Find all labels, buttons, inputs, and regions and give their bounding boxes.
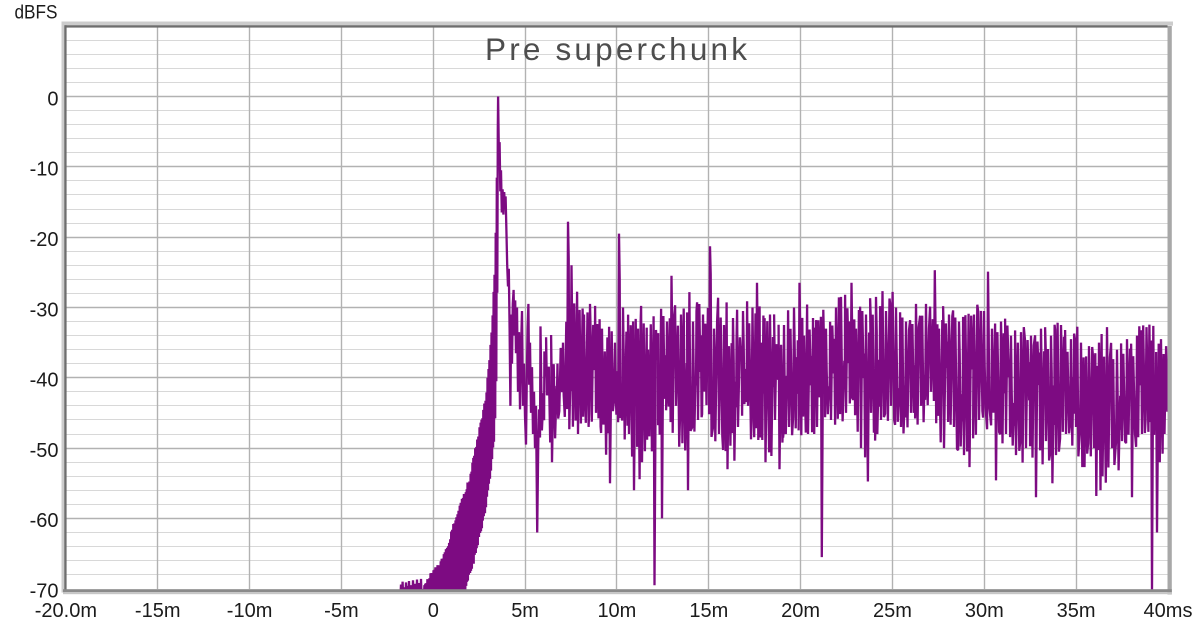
svg-text:10m: 10m xyxy=(597,600,636,622)
svg-text:-5m: -5m xyxy=(324,600,358,622)
svg-text:0: 0 xyxy=(47,88,58,110)
svg-text:Pre superchunk: Pre superchunk xyxy=(485,31,747,67)
svg-text:15m: 15m xyxy=(689,600,728,622)
svg-text:-10m: -10m xyxy=(227,600,273,622)
svg-text:-20.0m: -20.0m xyxy=(35,600,97,622)
svg-text:-40: -40 xyxy=(30,370,59,392)
svg-text:5m: 5m xyxy=(511,600,539,622)
svg-text:-50: -50 xyxy=(30,440,59,462)
svg-text:25m: 25m xyxy=(873,600,912,622)
svg-text:-15m: -15m xyxy=(135,600,181,622)
svg-text:40ms: 40ms xyxy=(1144,600,1193,622)
svg-text:35m: 35m xyxy=(1057,600,1096,622)
svg-text:30m: 30m xyxy=(965,600,1004,622)
svg-text:-30: -30 xyxy=(30,299,59,321)
svg-text:-60: -60 xyxy=(30,510,59,532)
svg-text:20m: 20m xyxy=(781,600,820,622)
svg-text:0: 0 xyxy=(428,600,439,622)
svg-text:-20: -20 xyxy=(30,229,59,251)
svg-text:dBFS: dBFS xyxy=(15,2,58,23)
svg-text:-70: -70 xyxy=(30,581,59,603)
svg-text:-10: -10 xyxy=(30,159,59,181)
